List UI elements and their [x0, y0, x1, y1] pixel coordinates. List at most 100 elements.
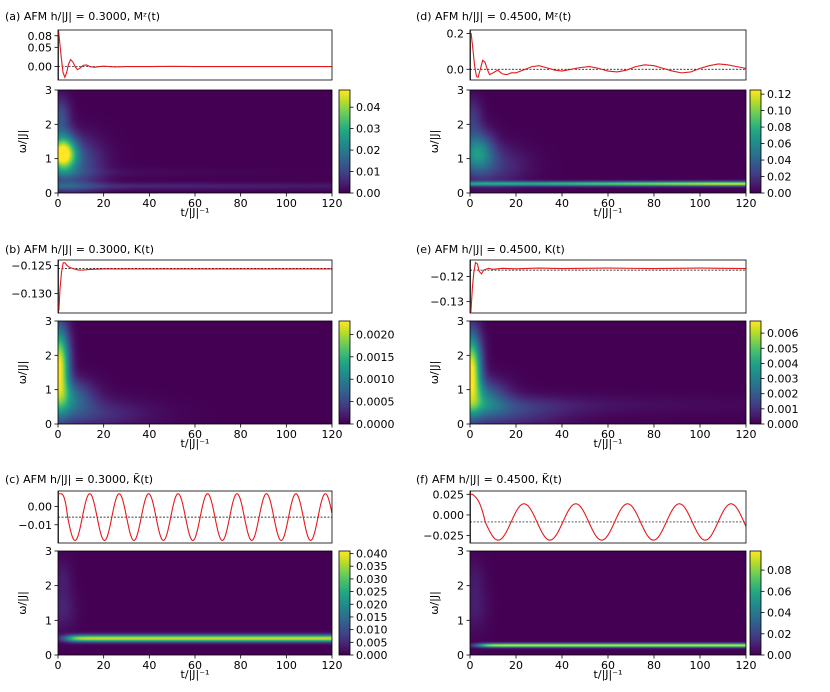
- colorbar-tick-label: 0.0005: [356, 396, 395, 409]
- heatmap-image: [470, 551, 746, 655]
- x-axis-label: t/|J|⁻¹: [594, 206, 623, 219]
- ytick-label: 2: [45, 349, 52, 362]
- panel-f: (f) AFM h/|J| = 0.4500, K̃(t)0.0250.000−…: [416, 473, 792, 681]
- colorbar: 0.00 0.02 0.04 0.06 0.08: [749, 550, 792, 662]
- ytick-label: 0.05: [28, 41, 53, 54]
- colorbar-tick-label: 0.025: [356, 586, 388, 599]
- line-axes: 0.00 −0.01: [18, 490, 333, 544]
- xtick-label: 80: [647, 659, 661, 672]
- colorbar-tick-label: 0.040: [356, 548, 388, 561]
- y-axis-label: ω/|J|: [16, 591, 29, 615]
- xtick-label: 80: [234, 659, 248, 672]
- xtick-label: 40: [142, 197, 156, 210]
- colorbar-gradient: [750, 90, 761, 193]
- heatmap-axes: 0 20 40 60 80 100 120 0 1 2 3 t/|J|⁻¹ ω/|J|: [428, 84, 757, 219]
- xtick-label: 100: [276, 659, 297, 672]
- ytick-label: 0.08: [28, 30, 53, 43]
- line-frame: [469, 29, 747, 81]
- x-axis-label: t/|J|⁻¹: [181, 668, 210, 681]
- panel-c: (c) AFM h/|J| = 0.3000, K̃(t) 0.00 −0.01 0 2…: [5, 473, 388, 681]
- ytick-label: −0.13: [430, 296, 464, 309]
- xtick-label: 120: [322, 197, 343, 210]
- series-line: [58, 262, 332, 311]
- colorbar-gradient: [339, 90, 350, 193]
- y-axis-label: ω/|J|: [428, 130, 441, 154]
- xtick-label: 0: [55, 428, 62, 441]
- colorbar-tick-label: 0.020: [356, 598, 388, 611]
- ytick-label: 0: [45, 418, 52, 431]
- xtick-label: 80: [647, 428, 661, 441]
- ytick-label: 3: [45, 315, 52, 328]
- colorbar: 0.00 0.01 0.02 0.03 0.04: [338, 89, 381, 200]
- xtick-label: 80: [647, 197, 661, 210]
- series-line: [470, 493, 746, 541]
- xtick-label: 40: [555, 659, 569, 672]
- colorbar-tick-label: 0.000: [767, 418, 799, 431]
- xtick-label: 20: [509, 428, 523, 441]
- xtick-label: 100: [690, 659, 711, 672]
- colorbar-tick-label: 0.01: [356, 166, 381, 179]
- colorbar: 0.0000 0.0005 0.0010 0.0015 0.0020: [338, 320, 395, 431]
- colorbar-tick-label: 0.00: [767, 649, 792, 662]
- ytick-label: 0.025: [433, 488, 465, 501]
- xtick-label: 120: [736, 659, 757, 672]
- ytick-label: −0.130: [11, 287, 52, 300]
- heatmap-axes: 0 20 40 60 80 100 120 0 1 2 3 t/|J|⁻¹ ω/|J|: [16, 315, 343, 450]
- colorbar-tick-label: 0.0015: [356, 351, 395, 364]
- colorbar-tick-label: 0.08: [767, 564, 792, 577]
- ytick-label: 1: [45, 384, 52, 397]
- ytick-label: 0: [457, 418, 464, 431]
- colorbar-tick-label: 0.035: [356, 560, 388, 573]
- xtick-label: 120: [322, 428, 343, 441]
- series-line: [58, 493, 332, 542]
- panel-d: (d) AFM h/|J| = 0.4500, Mᶻ(t)0.20.00 20 40…: [416, 10, 792, 219]
- xtick-label: 20: [97, 197, 111, 210]
- ytick-label: 0: [45, 649, 52, 662]
- xtick-label: 0: [467, 197, 474, 210]
- ytick-label: 1: [457, 384, 464, 397]
- xtick-label: 80: [234, 428, 248, 441]
- colorbar-tick-label: 0.00: [356, 187, 381, 200]
- colorbar-tick-label: 0.02: [356, 144, 381, 157]
- colorbar: 0.000 0.001 0.002 0.003 0.004 0.005 0.006: [749, 320, 799, 431]
- xtick-label: 100: [690, 197, 711, 210]
- xtick-label: 20: [509, 659, 523, 672]
- xtick-label: 60: [601, 197, 615, 210]
- xtick-label: 0: [55, 197, 62, 210]
- panel-title: (d) AFM h/|J| = 0.4500, Mᶻ(t): [416, 10, 571, 23]
- colorbar-tick-label: 0.010: [356, 624, 388, 637]
- xtick-label: 60: [188, 428, 202, 441]
- panel-e: (e) AFM h/|J| = 0.4500, K(t) −0.12 −0.13 0 2…: [416, 243, 799, 450]
- colorbar-tick-label: 0.04: [767, 154, 792, 167]
- ytick-label: 3: [45, 545, 52, 558]
- colorbar-tick-label: 0.0020: [356, 328, 395, 341]
- xtick-label: 60: [601, 428, 615, 441]
- line-axes: 0.025 0.000 −0.025: [423, 488, 747, 544]
- xtick-label: 60: [188, 659, 202, 672]
- y-axis-label: ω/|J|: [428, 591, 441, 615]
- panel-title: (c) AFM h/|J| = 0.3000, K̃(t): [5, 473, 153, 486]
- x-axis-label: t/|J|⁻¹: [594, 437, 623, 450]
- panel-title: (e) AFM h/|J| = 0.4500, K(t): [416, 243, 565, 256]
- ytick-label: 0.0: [447, 63, 465, 76]
- line-axes: −0.12 −0.13: [430, 259, 747, 314]
- colorbar-tick-label: 0.003: [767, 373, 799, 386]
- panel-a: (a) AFM h/|J| = 0.3000, Mᶻ(t)0.080.050.0…: [5, 10, 381, 219]
- x-axis-label: t/|J|⁻¹: [181, 206, 210, 219]
- ytick-label: 2: [45, 118, 52, 131]
- colorbar-tick-label: 0.001: [767, 403, 799, 416]
- xtick-label: 100: [690, 428, 711, 441]
- heatmap-image: [58, 551, 332, 655]
- colorbar-tick-label: 0.04: [356, 101, 381, 114]
- series-line: [470, 33, 746, 79]
- xtick-label: 60: [188, 197, 202, 210]
- line-frame: [469, 259, 747, 314]
- y-axis-label: ω/|J|: [16, 361, 29, 385]
- line-axes: 0.2 0.0: [447, 28, 747, 81]
- colorbar-tick-label: 0.0000: [356, 418, 395, 431]
- colorbar-gradient: [339, 551, 350, 655]
- heatmap-axes: 0 20 40 60 80 100 120 0 1 2 3 t/|J|⁻¹ ω/|J|: [16, 545, 343, 681]
- xtick-label: 120: [322, 659, 343, 672]
- heatmap-axes: 0 20 40 60 80 100 120 0 1 2 3 t/|J|⁻¹ ω/|J|: [428, 315, 757, 450]
